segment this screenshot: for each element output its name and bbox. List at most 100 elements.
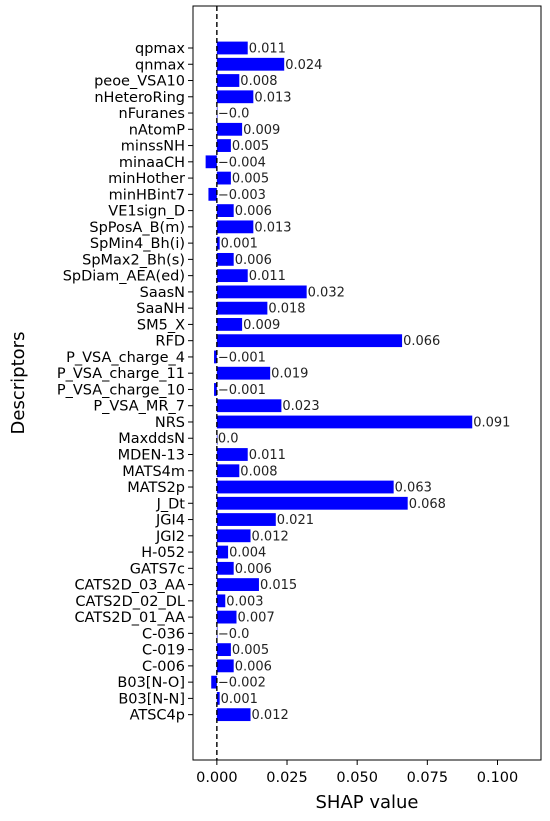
category-label: B03[N-N]: [118, 691, 185, 707]
bar-value-label: 0.021: [277, 513, 314, 528]
category-label: nAtomP: [129, 122, 186, 138]
category-label: nFuranes: [119, 106, 185, 122]
category-label: SaasN: [140, 285, 185, 301]
category-label: CATS2D_03_AA: [74, 578, 185, 594]
bar-value-label: 0.006: [235, 204, 272, 219]
category-label: CATS2D_01_AA: [74, 610, 185, 626]
category-label: MDEN-13: [118, 448, 185, 464]
bar: [216, 318, 243, 331]
bar: [216, 659, 234, 673]
bar: [216, 399, 282, 413]
category-labels: qpmaxqnmaxpeoe_VSA10nHeteroRingnFuranesn…: [57, 41, 193, 724]
bar-value-label: 0.015: [260, 578, 297, 593]
bar: [216, 561, 234, 575]
bar-value-label: 0.008: [240, 464, 277, 479]
bar-value-label: 0.012: [252, 529, 289, 544]
category-label: J_Dt: [156, 496, 186, 512]
bar: [216, 415, 473, 429]
category-label: NRS: [155, 415, 185, 431]
bar: [216, 252, 234, 266]
bar-value-label: 0.012: [252, 708, 289, 723]
x-tick-label: 0.000: [196, 770, 238, 786]
category-label: SaaNH: [136, 301, 185, 317]
category-label: SpPosA_B(m): [89, 220, 185, 236]
bar-value-label: 0.023: [282, 399, 319, 414]
bar-value-label: 0.008: [240, 74, 277, 89]
bar-value-label: 0.011: [249, 269, 286, 284]
bar-value-label: 0.063: [395, 481, 432, 496]
bar: [216, 529, 251, 543]
category-label: VE1sign_D: [108, 204, 185, 220]
bar-value-label: 0.006: [235, 659, 272, 674]
bar-value-label: 0.005: [232, 139, 269, 154]
category-label: JGI2: [155, 529, 185, 545]
bar: [216, 692, 220, 705]
bar-value-label: 0.091: [473, 415, 510, 430]
bar: [216, 545, 229, 559]
bar-value-label: 0.006: [235, 253, 272, 268]
bar-value-label: −0.003: [218, 188, 266, 203]
x-tick-label: 0.050: [336, 770, 378, 786]
bar: [216, 41, 248, 55]
bar: [216, 480, 394, 494]
bar-value-label: 0.001: [221, 692, 258, 707]
category-label: qpmax: [135, 41, 185, 57]
bar-value-label: 0.013: [254, 90, 291, 105]
category-label: CATS2D_02_DL: [75, 594, 185, 610]
bar-value-label: 0.068: [409, 497, 446, 512]
category-label: SpDiam_AEA(ed): [63, 269, 185, 285]
bar-value-label: −0.002: [218, 676, 266, 691]
category-label: P_VSA_charge_4: [66, 350, 185, 366]
bar-value-label: 0.007: [238, 611, 275, 626]
bar-value-label: 0.011: [249, 42, 286, 57]
bar-value-label: −0.0: [218, 107, 250, 122]
bar: [214, 383, 217, 396]
category-label: B03[N-O]: [117, 675, 185, 691]
bar: [216, 594, 226, 608]
bar: [214, 350, 217, 364]
bar-value-label: −0.0: [218, 627, 250, 642]
category-label: P_VSA_charge_11: [57, 366, 185, 382]
plot-frame: [192, 5, 542, 761]
category-label: P_VSA_MR_7: [93, 399, 185, 415]
bar-value-label: 0.004: [229, 546, 266, 561]
category-label: minHBint7: [109, 187, 185, 203]
x-tick-label: 0.025: [266, 770, 308, 786]
bar-value-label: −0.004: [218, 155, 266, 170]
category-label: minssNH: [121, 139, 185, 155]
category-label: JGI4: [155, 513, 185, 529]
bar: [216, 513, 276, 526]
bar-value-label: 0.003: [226, 594, 263, 609]
category-label: qnmax: [135, 57, 185, 73]
x-tick-label: 0.100: [477, 770, 519, 786]
bar: [216, 57, 285, 71]
bar: [216, 74, 240, 87]
bar-label-layer: 0.0110.0240.0080.013−0.00.0090.005−0.004…: [218, 42, 511, 724]
category-label: MATS4m: [122, 464, 185, 480]
bar: [216, 236, 220, 250]
bar-value-label: 0.019: [271, 367, 308, 382]
category-label: SM5_X: [137, 317, 185, 333]
category-label: MaxddsN: [118, 431, 185, 447]
bar: [216, 204, 234, 217]
bar: [216, 285, 307, 299]
bar: [208, 187, 217, 201]
bar-value-label: 0.032: [308, 285, 345, 300]
category-label: C-019: [142, 643, 185, 659]
category-label: ATSC4p: [130, 708, 185, 724]
category-label: SpMax2_Bh(s): [82, 252, 185, 268]
category-label: nHeteroRing: [94, 90, 185, 106]
bar: [216, 171, 231, 185]
bar: [216, 610, 237, 624]
bar: [205, 155, 217, 169]
bar: [216, 496, 408, 510]
category-label: MATS2p: [127, 480, 185, 496]
bar-value-label: −0.001: [218, 383, 266, 398]
category-label: C-036: [142, 626, 185, 642]
category-label: H-052: [141, 545, 185, 561]
bar: [216, 90, 254, 104]
bar-value-label: 0.005: [232, 172, 269, 187]
bar: [216, 708, 251, 722]
bar-value-label: 0.001: [221, 237, 258, 252]
